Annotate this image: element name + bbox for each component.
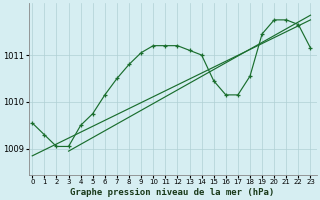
X-axis label: Graphe pression niveau de la mer (hPa): Graphe pression niveau de la mer (hPa) (70, 188, 275, 197)
